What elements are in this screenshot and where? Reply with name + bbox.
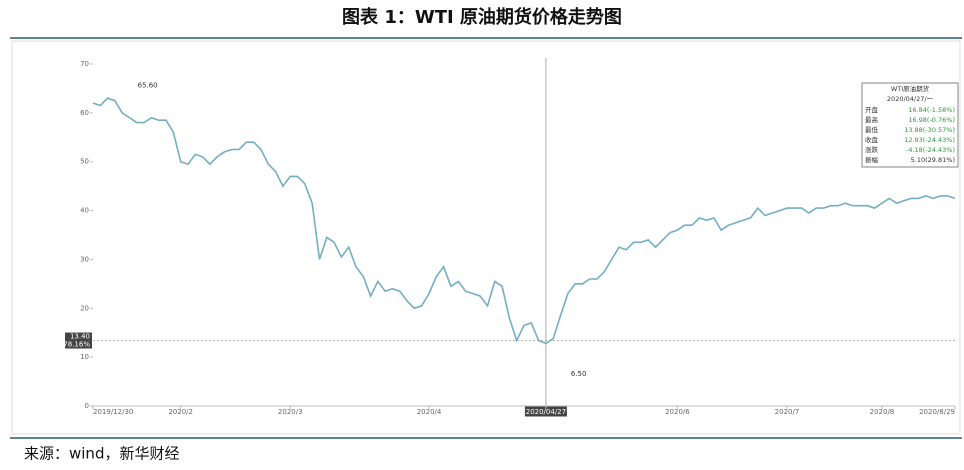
tooltip-key: 最高: [865, 115, 879, 124]
x-tick-label: 2020/3: [278, 408, 303, 416]
tooltip-value: 13.88(-30.57%): [904, 126, 955, 134]
y-tick-label: 0: [85, 402, 89, 410]
x-tick-label: 2020/8: [870, 408, 895, 416]
tooltip-key: 最低: [865, 125, 879, 134]
tooltip-value: 5.10(29.81%): [911, 156, 955, 164]
x-tick-label: 2020/2: [168, 408, 193, 416]
x-tick-label: 2020/4: [417, 408, 442, 416]
x-tick-label: 2020/04/27: [526, 408, 566, 416]
tooltip-key: 开盘: [865, 105, 879, 114]
tooltip-key: 涨跌: [865, 145, 879, 154]
tooltip-key: 收盘: [865, 135, 879, 144]
price-line: [92, 97, 956, 345]
tooltip-value: 16.98(-0.76%): [908, 116, 955, 124]
crosshair-y-label: 13.40: [70, 333, 90, 341]
y-tick-label: 20: [80, 304, 89, 312]
tooltip-value: 16.84(-1.58%): [908, 106, 955, 114]
crosshair-label-box: [65, 332, 92, 349]
crosshair-pct-label: 78.16%: [63, 341, 90, 349]
y-tick-label: 30: [80, 255, 89, 263]
chart-title: 图表 1：WTI 原油期货价格走势图: [342, 6, 622, 28]
tooltip-value: -4.18(-24.43%): [906, 146, 955, 154]
annotation: 65.60: [138, 81, 158, 89]
x-tick-label: 2020/7: [775, 408, 800, 416]
y-tick-label: 60: [80, 109, 89, 117]
x-tick-label: 2019/12/30: [93, 408, 133, 416]
x-tick-label: 2020/8/29: [919, 408, 955, 416]
chart-frame: [11, 40, 961, 435]
x-tick-label: 2020/6: [665, 408, 690, 416]
tooltip-date: 2020/04/27/一: [887, 95, 934, 103]
tooltip-value: 12.93(-24.43%): [904, 136, 955, 144]
y-tick-label: 10: [80, 353, 89, 361]
tooltip-box: [861, 82, 959, 168]
y-tick-label: 40: [80, 207, 89, 215]
y-tick-label: 70: [80, 60, 89, 68]
annotation: 6.50: [571, 370, 587, 378]
x-tick-highlight: [524, 406, 567, 417]
tooltip-key: 振幅: [865, 155, 879, 164]
y-tick-label: 50: [80, 158, 89, 166]
tooltip-title: WTI原油期货: [891, 84, 930, 93]
source: 来源：wind，新华财经: [24, 445, 179, 463]
